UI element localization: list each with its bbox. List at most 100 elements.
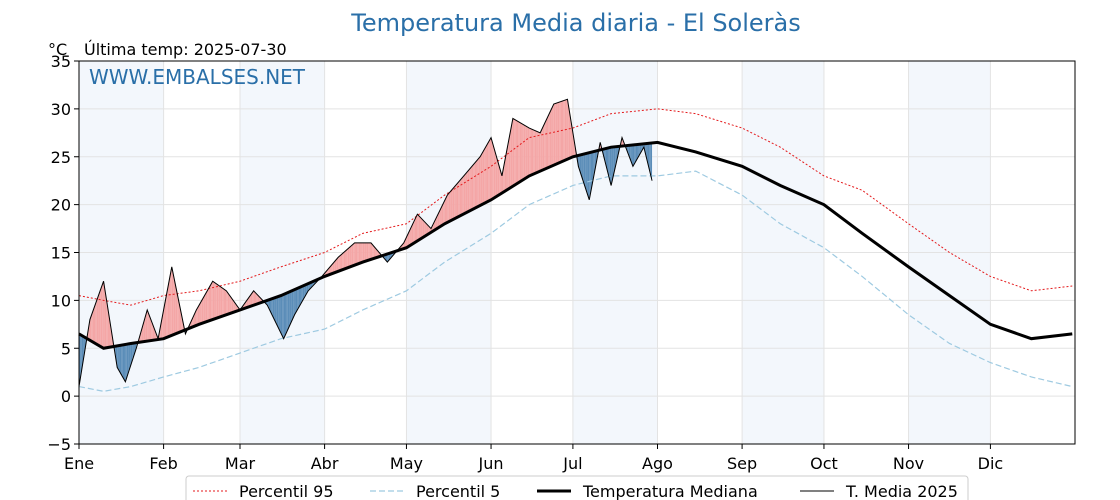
fill-above-median bbox=[196, 307, 198, 326]
fill-below-median bbox=[290, 290, 292, 324]
legend-label-p95: Percentil 95 bbox=[239, 482, 334, 500]
fill-above-median bbox=[496, 156, 498, 197]
fill-below-median bbox=[583, 153, 586, 188]
fill-above-median bbox=[339, 254, 341, 271]
fill-above-median bbox=[200, 300, 202, 324]
fill-above-median bbox=[249, 294, 251, 307]
chart-title: Temperatura Media diaria - El Soleràs bbox=[350, 9, 801, 37]
fill-below-median bbox=[121, 344, 123, 377]
fill-above-median bbox=[173, 273, 175, 335]
fill-above-median bbox=[488, 139, 490, 202]
fill-above-median bbox=[110, 324, 112, 348]
fill-above-median bbox=[461, 177, 463, 216]
fill-below-median bbox=[632, 144, 635, 167]
watermark-text: WWW.EMBALSES.NET bbox=[89, 65, 306, 89]
fill-above-median bbox=[495, 151, 497, 198]
fill-below-median bbox=[635, 144, 638, 162]
x-tick-label: Ago bbox=[642, 454, 673, 473]
fill-above-median bbox=[99, 288, 101, 347]
fill-below-median bbox=[272, 297, 275, 320]
fill-above-median bbox=[481, 151, 483, 205]
fill-below-median bbox=[581, 154, 583, 179]
fill-below-median bbox=[607, 147, 609, 175]
fill-above-median bbox=[340, 253, 343, 271]
fill-above-median bbox=[231, 298, 234, 313]
fill-above-median bbox=[458, 180, 460, 217]
fill-below-median bbox=[119, 345, 122, 375]
fill-above-median bbox=[89, 315, 92, 342]
fill-above-median bbox=[414, 217, 417, 243]
fill-above-median bbox=[347, 247, 350, 268]
fill-below-median bbox=[611, 147, 613, 186]
fill-above-median bbox=[570, 116, 572, 158]
fill-above-median bbox=[514, 119, 516, 186]
x-tick-label: Sep bbox=[727, 454, 757, 473]
fill-above-median bbox=[544, 121, 546, 170]
fill-above-median bbox=[567, 99, 569, 160]
fill-above-median bbox=[205, 290, 208, 322]
fill-above-median bbox=[448, 191, 451, 222]
fill-above-median bbox=[342, 252, 344, 270]
fill-above-median bbox=[556, 102, 558, 164]
fill-above-median bbox=[424, 221, 426, 237]
fill-above-median bbox=[452, 187, 455, 220]
fill-below-median bbox=[294, 289, 296, 315]
fill-above-median bbox=[455, 183, 457, 219]
fill-above-median bbox=[253, 290, 256, 306]
fill-above-median bbox=[164, 295, 167, 339]
fill-above-median bbox=[163, 302, 165, 339]
fill-above-median bbox=[257, 295, 260, 304]
fill-above-median bbox=[406, 234, 408, 248]
fill-above-median bbox=[474, 161, 477, 209]
fill-above-median bbox=[462, 175, 464, 215]
fill-above-median bbox=[360, 242, 362, 264]
fill-above-median bbox=[331, 263, 333, 274]
fill-below-median bbox=[582, 154, 584, 184]
fill-above-median bbox=[518, 121, 520, 183]
fill-above-median bbox=[486, 142, 489, 202]
fill-above-median bbox=[328, 266, 331, 275]
fill-above-median bbox=[194, 309, 197, 326]
fill-above-median bbox=[177, 293, 179, 334]
fill-above-median bbox=[480, 154, 482, 206]
fill-above-median bbox=[421, 218, 423, 239]
fill-below-median bbox=[604, 148, 606, 164]
fill-above-median bbox=[534, 130, 537, 174]
fill-below-median bbox=[608, 147, 610, 181]
fill-above-median bbox=[361, 242, 363, 263]
fill-below-median bbox=[302, 285, 305, 301]
fill-above-median bbox=[181, 313, 183, 332]
fill-above-median bbox=[467, 169, 470, 212]
fill-above-median bbox=[338, 256, 340, 272]
fill-above-median bbox=[538, 132, 541, 172]
fill-above-median bbox=[335, 258, 337, 273]
y-tick-label: 20 bbox=[51, 196, 71, 215]
fill-below-median bbox=[637, 144, 639, 160]
y-tick-label: 35 bbox=[51, 52, 71, 71]
fill-above-median bbox=[226, 290, 228, 315]
fill-above-median bbox=[211, 281, 213, 321]
fill-above-median bbox=[443, 200, 445, 225]
fill-above-median bbox=[410, 225, 412, 246]
fill-above-median bbox=[560, 101, 562, 163]
fill-above-median bbox=[368, 242, 370, 261]
fill-below-median bbox=[291, 290, 294, 321]
legend-label-p5: Percentil 5 bbox=[416, 482, 500, 500]
fill-below-median bbox=[612, 146, 614, 180]
fill-below-median bbox=[287, 291, 290, 330]
fill-below-median bbox=[279, 295, 281, 334]
legend-label-median: Temperatura Mediana bbox=[582, 482, 758, 500]
fill-above-median bbox=[349, 246, 351, 268]
fill-above-median bbox=[497, 161, 500, 196]
x-tick-label: Oct bbox=[810, 454, 838, 473]
fill-above-median bbox=[357, 242, 359, 265]
fill-above-median bbox=[355, 242, 358, 265]
fill-above-median bbox=[218, 285, 220, 318]
fill-below-median bbox=[126, 343, 129, 378]
y-tick-label: 30 bbox=[51, 100, 71, 119]
fill-above-median bbox=[169, 274, 171, 337]
fill-above-median bbox=[366, 242, 369, 261]
fill-above-median bbox=[230, 296, 232, 314]
x-tick-label: Abr bbox=[311, 454, 339, 473]
